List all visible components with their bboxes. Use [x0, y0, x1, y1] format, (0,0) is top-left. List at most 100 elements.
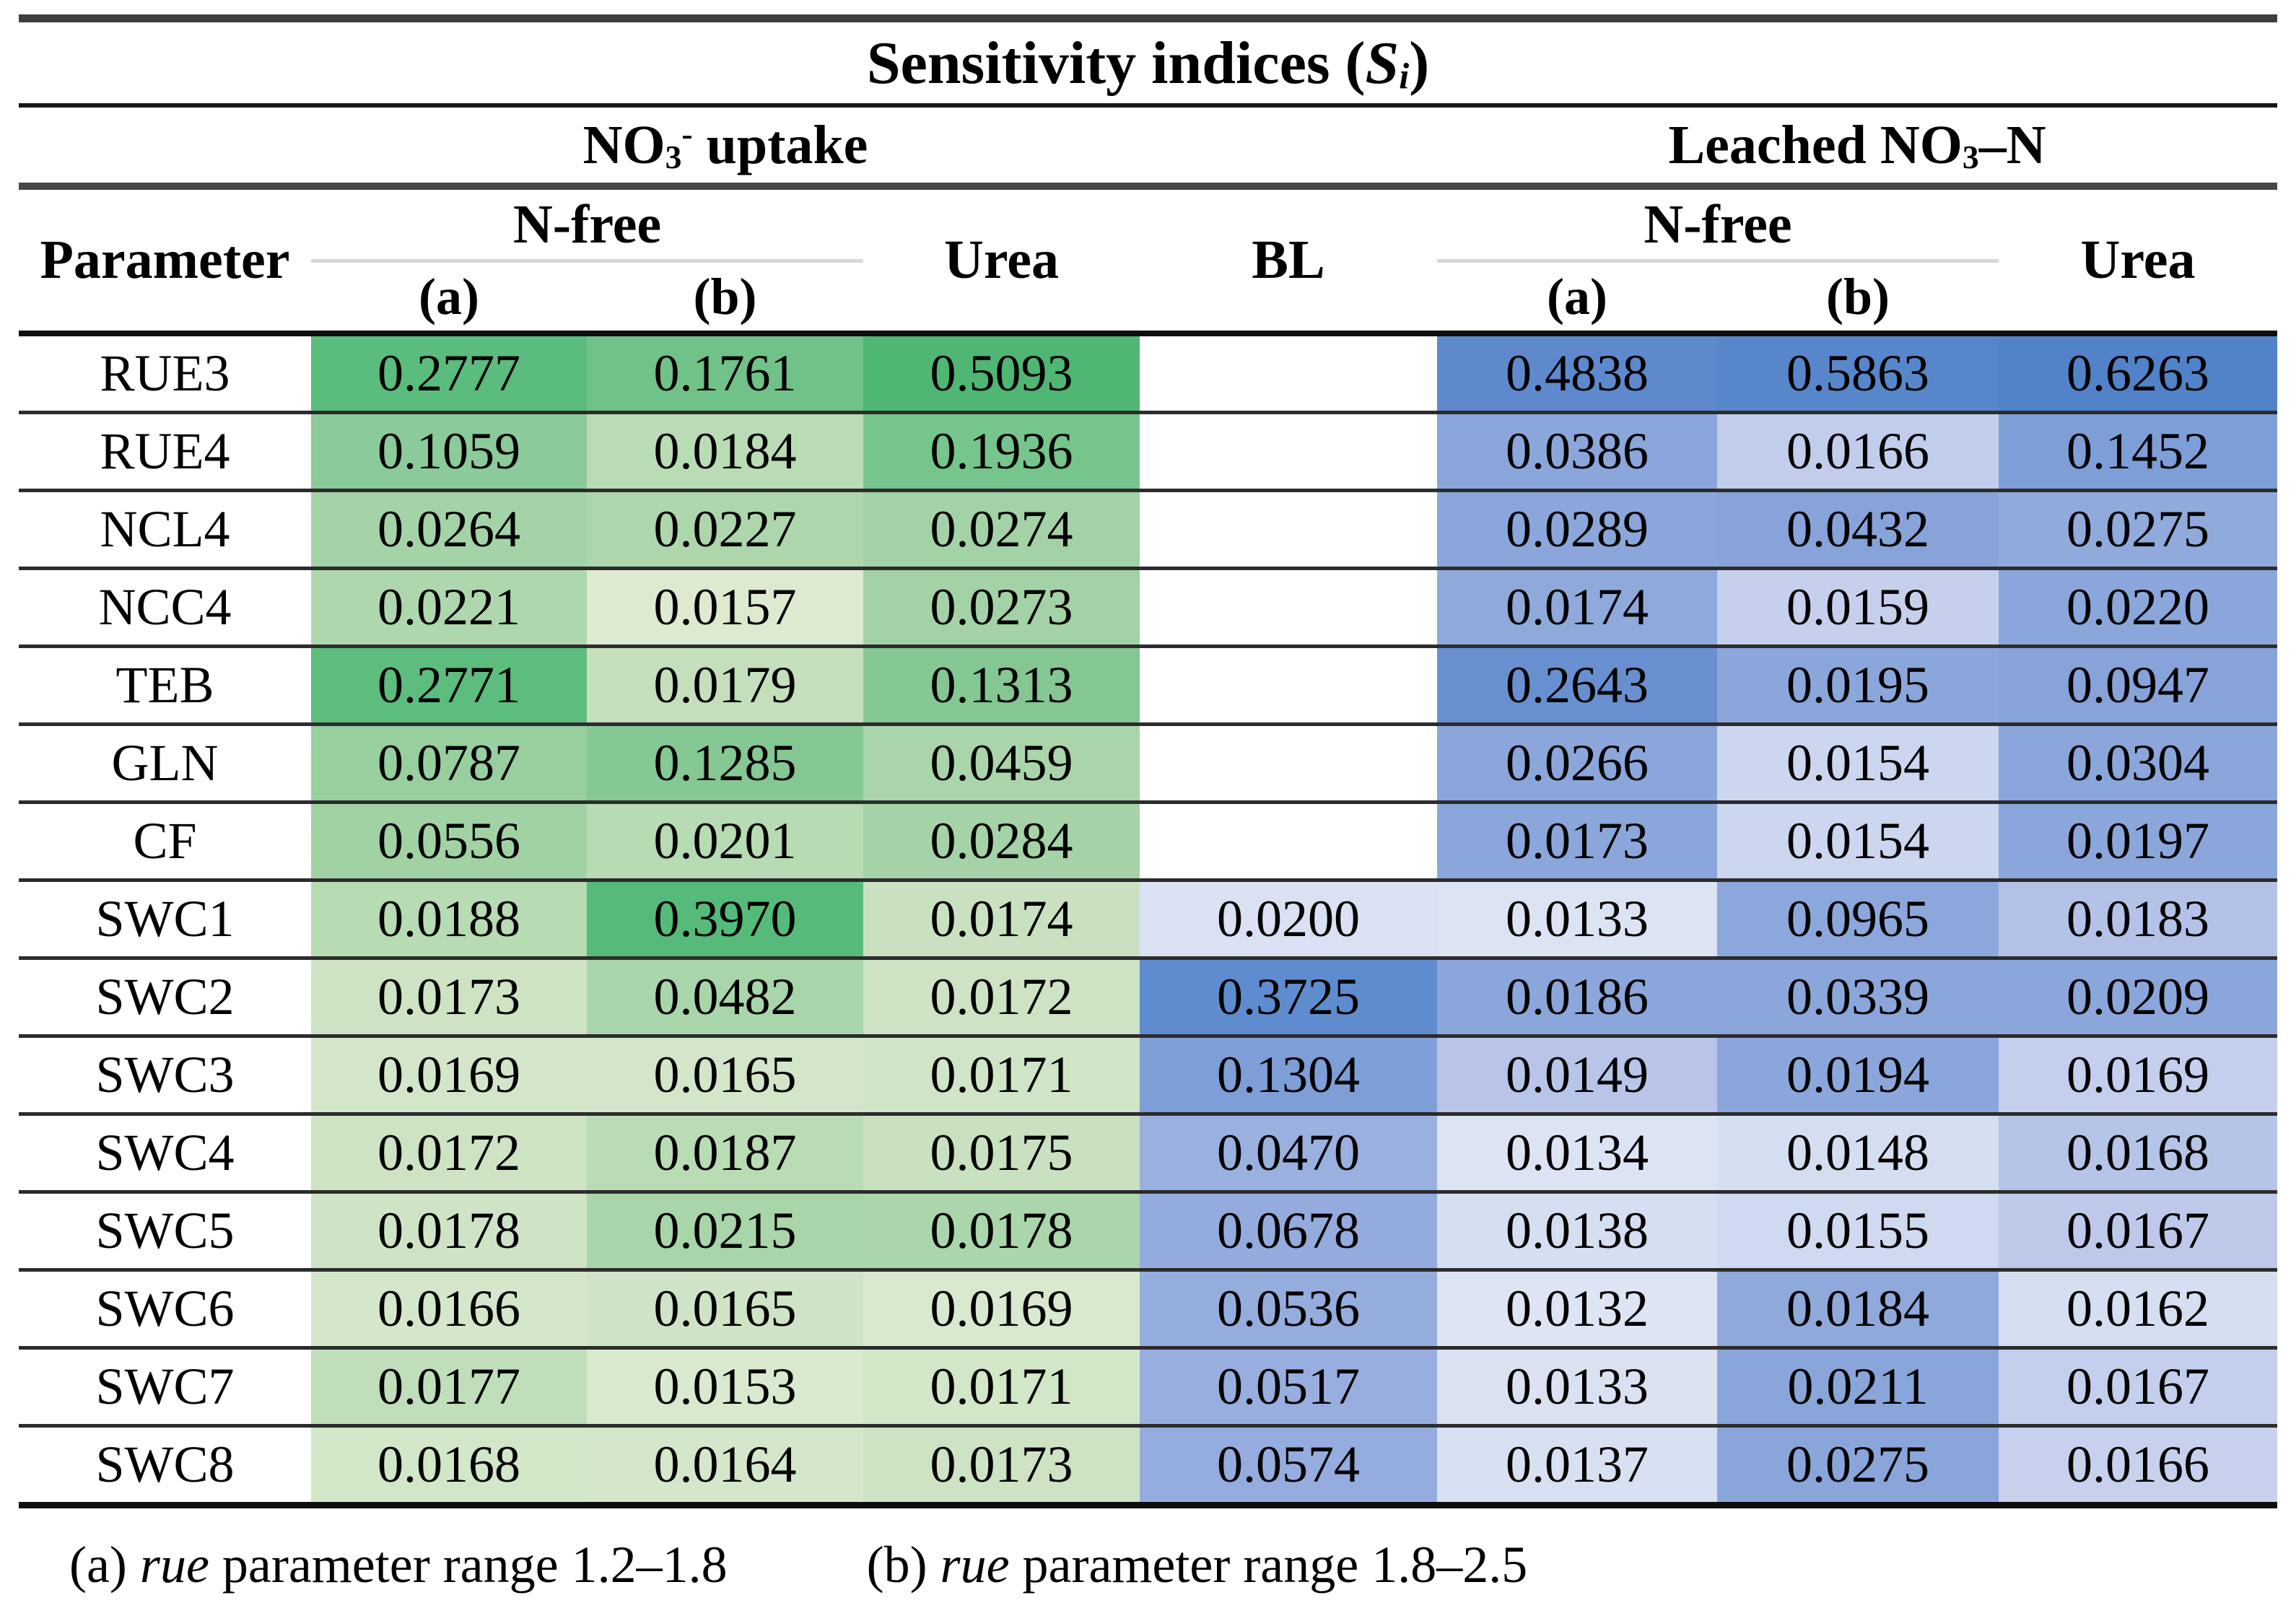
value-cell: 0.0273 [863, 568, 1140, 648]
value-cell: 0.0178 [863, 1192, 1140, 1272]
text-segment: rue [139, 1536, 209, 1594]
value-cell: 0.0339 [1717, 958, 1999, 1038]
text-segment: parameter range 1.2–1.8 [209, 1536, 728, 1594]
value-cell: 0.0166 [1999, 1425, 2278, 1508]
column-header-a-uptake: (a) [311, 261, 587, 336]
value-cell: 0.0155 [1717, 1192, 1999, 1272]
table-row: SWC2 0.0173 0.0482 0.0172 0.3725 0.0186 0.0339… [19, 958, 2278, 1038]
parameter-cell: GLN [19, 724, 311, 804]
value-cell: 0.0178 [311, 1192, 587, 1272]
text-segment: Sensitivity indices ( [866, 29, 1366, 97]
parameter-cell: SWC3 [19, 1036, 311, 1116]
value-cell: 0.5863 [1717, 333, 1999, 414]
value-cell: 0.0536 [1140, 1270, 1437, 1350]
value-cell: 0.6263 [1999, 333, 2278, 414]
value-cell: 0.0187 [587, 1114, 863, 1194]
column-header-nfree-uptake: N-free [311, 186, 863, 263]
value-cell: 0.0274 [863, 490, 1140, 570]
value-cell: 0.0289 [1437, 490, 1717, 570]
table-row: GLN 0.0787 0.1285 0.0459 0.0266 0.0154 0.0304 [19, 724, 2278, 804]
value-cell: 0.0482 [587, 958, 863, 1038]
value-cell: 0.0209 [1999, 958, 2278, 1038]
group-header-leached-no3: Leached NO3–N [1437, 105, 2278, 190]
parameter-cell: CF [19, 802, 311, 882]
value-cell: 0.0678 [1140, 1192, 1437, 1272]
column-header-nfree-leached: N-free [1437, 186, 1999, 263]
column-header-b-leached: (b) [1717, 261, 1999, 336]
value-cell: 0.0172 [863, 958, 1140, 1038]
parameter-cell: TEB [19, 646, 311, 726]
value-cell: 0.0134 [1437, 1114, 1717, 1194]
value-cell: 0.1452 [1999, 412, 2278, 492]
value-cell: 0.0188 [311, 880, 587, 960]
empty-cell [1140, 568, 1437, 648]
table-row: SWC8 0.0168 0.0164 0.0173 0.0574 0.0137 0.0275… [19, 1425, 2278, 1508]
value-cell: 0.0166 [311, 1270, 587, 1350]
table-row: SWC3 0.0169 0.0165 0.0171 0.1304 0.0149 0.0194… [19, 1036, 2278, 1116]
parameter-cell: RUE4 [19, 412, 311, 492]
group-header-row: NO3- uptake Leached NO3–N [19, 105, 2278, 190]
table-row: SWC7 0.0177 0.0153 0.0171 0.0517 0.0133 0.0211… [19, 1347, 2278, 1428]
value-cell: 0.0186 [1437, 958, 1717, 1038]
value-cell: 0.3970 [587, 880, 863, 960]
parameter-cell: NCC4 [19, 568, 311, 648]
value-cell: 0.0148 [1717, 1114, 1999, 1194]
value-cell: 0.0201 [587, 802, 863, 882]
value-cell: 0.0275 [1717, 1425, 1999, 1508]
value-cell: 0.0965 [1717, 880, 1999, 960]
value-cell: 0.0169 [863, 1270, 1140, 1350]
value-cell: 0.0787 [311, 724, 587, 804]
value-cell: 0.0159 [1717, 568, 1999, 648]
value-cell: 0.0459 [863, 724, 1140, 804]
table-row: TEB 0.2771 0.0179 0.1313 0.2643 0.0195 0.0947 [19, 646, 2278, 726]
parameter-cell: SWC7 [19, 1347, 311, 1428]
value-cell: 0.0284 [863, 802, 1140, 882]
value-cell: 0.1285 [587, 724, 863, 804]
value-cell: 0.0173 [311, 958, 587, 1038]
value-cell: 0.0167 [1999, 1192, 2278, 1272]
value-cell: 0.0179 [587, 646, 863, 726]
value-cell: 0.0153 [587, 1347, 863, 1428]
parameter-cell: SWC4 [19, 1114, 311, 1194]
text-segment: (b) [866, 1536, 940, 1594]
empty-cell [1140, 333, 1437, 414]
value-cell: 0.0200 [1140, 880, 1437, 960]
text-segment: 3 [1962, 138, 1979, 175]
value-cell: 0.0304 [1999, 724, 2278, 804]
value-cell: 0.0470 [1140, 1114, 1437, 1194]
empty-cell [1140, 412, 1437, 492]
value-cell: 0.0386 [1437, 412, 1717, 492]
table-row: RUE4 0.1059 0.0184 0.1936 0.0386 0.0166 0.1452 [19, 412, 2278, 492]
value-cell: 0.0183 [1999, 880, 2278, 960]
value-cell: 0.0184 [587, 412, 863, 492]
value-cell: 0.1761 [587, 333, 863, 414]
value-cell: 0.1936 [863, 412, 1140, 492]
text-segment: uptake [692, 114, 868, 175]
value-cell: 0.0133 [1437, 1347, 1717, 1428]
column-header-parameter: Parameter [19, 186, 311, 336]
value-cell: 0.1304 [1140, 1036, 1437, 1116]
sensitivity-table: Sensitivity indices (Si) NO3- uptake Lea… [19, 14, 2278, 1508]
parameter-cell: SWC6 [19, 1270, 311, 1350]
table-row: SWC4 0.0172 0.0187 0.0175 0.0470 0.0134 0.0148… [19, 1114, 2278, 1194]
value-cell: 0.0169 [311, 1036, 587, 1116]
text-segment: –N [1978, 114, 2046, 175]
column-header-urea-leached: Urea [1999, 186, 2278, 336]
value-cell: 0.0168 [311, 1425, 587, 1508]
value-cell: 0.0177 [311, 1347, 587, 1428]
group-header-spacer-left [19, 105, 311, 190]
parameter-cell: SWC5 [19, 1192, 311, 1272]
value-cell: 0.0162 [1999, 1270, 2278, 1350]
text-segment: Leached NO [1668, 114, 1963, 175]
table-row: SWC6 0.0166 0.0165 0.0169 0.0536 0.0132 0.0184… [19, 1270, 2278, 1350]
value-cell: 0.0149 [1437, 1036, 1717, 1116]
value-cell: 0.0517 [1140, 1347, 1437, 1428]
column-header-bl: BL [1140, 186, 1437, 336]
group-header-spacer-bl [1140, 105, 1437, 190]
empty-cell [1140, 490, 1437, 570]
parameter-cell: RUE3 [19, 333, 311, 414]
value-cell: 0.0220 [1999, 568, 2278, 648]
empty-cell [1140, 802, 1437, 882]
text-segment: 3 [665, 138, 682, 175]
